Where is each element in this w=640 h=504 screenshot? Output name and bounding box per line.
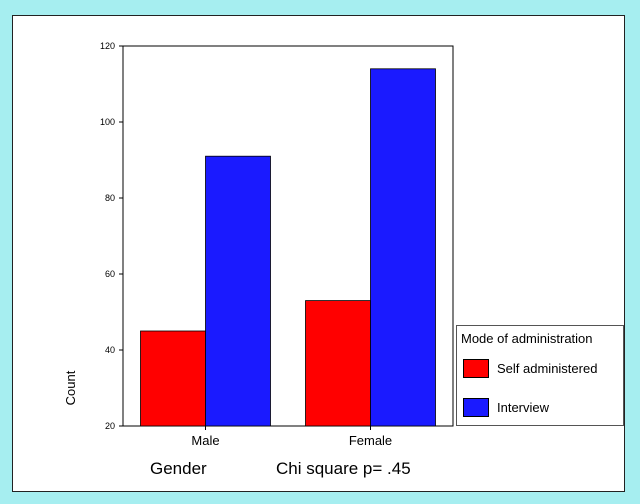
legend-item-interview: Interview [463,398,623,418]
legend-label-self-administered: Self administered [497,361,598,376]
y-tick-label: 80 [105,193,115,203]
plot-frame [122,45,454,427]
bar-male-interview [205,155,271,427]
legend-label-interview: Interview [497,400,550,415]
legend-item-self-administered: Self administered [463,359,623,379]
y-tick-label: 60 [105,269,115,279]
y-tick-label: 120 [100,41,115,51]
y-tick-label: 20 [105,421,115,431]
x-tick-label: Female [349,433,392,448]
y-axis-title: Count [63,370,78,405]
legend-title: Mode of administration [461,331,593,346]
chart-figure: 20 40 60 80 100 120 Count Male Female Mode of ad… [12,15,625,492]
chi-square-annotation: Chi square p= .45 [276,459,411,478]
y-tick-label: 100 [100,117,115,127]
legend-swatch-self-administered [463,359,489,378]
bar-chart: 20 40 60 80 100 120 Count Male Female [63,41,454,448]
y-tick-label: 40 [105,345,115,355]
legend: Mode of administration Self administered… [456,325,624,426]
bar-male-self-administered [140,330,206,427]
x-tick-label: Male [191,433,219,448]
bar-female-interview [370,68,436,427]
legend-swatch-interview [463,398,489,417]
x-axis-title: Gender [150,459,207,478]
bar-female-self-administered [305,300,371,427]
